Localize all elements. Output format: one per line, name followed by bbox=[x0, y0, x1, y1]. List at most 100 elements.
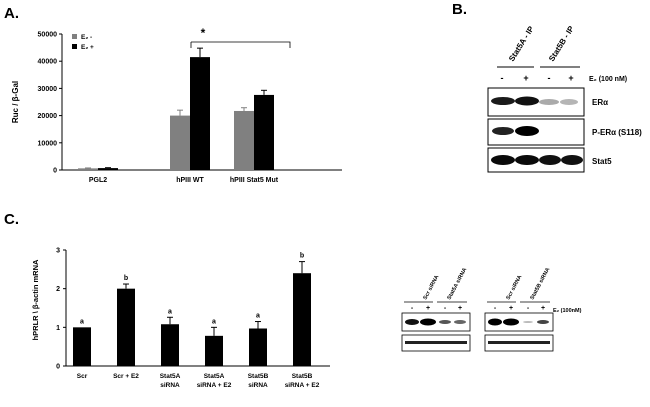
chart-a-ylabel: Ruc / β-Gal bbox=[11, 81, 20, 123]
chart-c-bars: a b a a a b bbox=[73, 253, 311, 366]
lane-sign: - bbox=[527, 305, 530, 312]
band bbox=[539, 99, 559, 105]
x-tick-label: siRNA bbox=[248, 382, 268, 389]
lane-sign: + bbox=[426, 305, 430, 312]
y-tick-label: 1 bbox=[56, 325, 60, 332]
x-tick-label: Stat5A bbox=[204, 373, 225, 380]
bar bbox=[234, 110, 254, 170]
band bbox=[439, 320, 451, 324]
blot-c-label: Scr siRNA bbox=[505, 274, 523, 301]
x-tick-label: siRNA + E2 bbox=[285, 382, 320, 389]
x-tick-label: Stat5A bbox=[160, 373, 181, 380]
band bbox=[420, 318, 436, 326]
lane-sign: - bbox=[411, 305, 414, 312]
significance-bracket bbox=[190, 41, 291, 48]
y-tick-label: 0 bbox=[56, 364, 60, 371]
chart-c-xlabels: Scr Scr + E2 Stat5A siRNA Stat5A siRNA + E2 St… bbox=[77, 373, 320, 389]
bar bbox=[249, 328, 267, 366]
legend-label-e2-minus: E₂ - bbox=[81, 34, 92, 41]
significance-star: * bbox=[201, 26, 206, 40]
blot-c: Scr siRNA Stat5A siRNA - + - + Scr siRNA… bbox=[401, 267, 582, 352]
legend-swatch-e2-plus bbox=[72, 44, 77, 49]
band bbox=[523, 321, 533, 323]
lane-sign: - bbox=[501, 73, 504, 83]
blot-c-label: Stat5B siRNA bbox=[529, 267, 551, 301]
row-label: ERα bbox=[592, 98, 608, 107]
band bbox=[539, 155, 561, 165]
band bbox=[454, 320, 466, 324]
chart-a: Ruc / β-Gal 0 10000 20000 30000 40000 50000 P… bbox=[11, 26, 342, 184]
lane-sign: + bbox=[458, 305, 462, 312]
x-tick-label: PGL2 bbox=[89, 177, 107, 184]
x-tick-label: Scr bbox=[77, 373, 88, 380]
chart-a-bars bbox=[78, 47, 274, 171]
band bbox=[491, 97, 515, 105]
significance-letter: a bbox=[256, 313, 260, 320]
bar bbox=[170, 115, 190, 170]
legend-swatch-e2-minus bbox=[72, 34, 77, 39]
x-tick-label: siRNA + E2 bbox=[197, 382, 232, 389]
lane-sign: - bbox=[444, 305, 447, 312]
y-tick-label: 10000 bbox=[38, 140, 58, 147]
lane-sign: - bbox=[494, 305, 497, 312]
band bbox=[405, 319, 419, 325]
band bbox=[503, 318, 519, 326]
significance-letter: b bbox=[124, 275, 128, 282]
band bbox=[515, 96, 539, 106]
lane-sign: - bbox=[548, 73, 551, 83]
band bbox=[515, 155, 539, 165]
band bbox=[560, 99, 578, 105]
y-tick-label: 2 bbox=[56, 286, 60, 293]
bar bbox=[73, 327, 91, 366]
y-tick-label: 50000 bbox=[38, 32, 58, 39]
row-label: Stat5 bbox=[592, 157, 612, 166]
significance-letter: a bbox=[168, 308, 172, 315]
bar bbox=[117, 288, 135, 366]
bar bbox=[190, 57, 210, 171]
blot-c-treatment: E₂ (100nM) bbox=[553, 308, 582, 314]
band bbox=[488, 341, 550, 344]
x-tick-label: Stat5B bbox=[292, 373, 313, 380]
bar bbox=[205, 335, 223, 366]
row-label: P-ERα (S118) bbox=[592, 128, 642, 137]
bar bbox=[98, 168, 118, 170]
y-tick-label: 30000 bbox=[38, 86, 58, 93]
ip-label-stat5a: Stat5A - IP bbox=[507, 24, 536, 63]
chart-c-yticks: 0 1 2 3 bbox=[56, 248, 66, 371]
band bbox=[492, 127, 514, 135]
lane-sign: + bbox=[541, 305, 545, 312]
chart-c-ylabel: hPRLR \ β-actin mRNA bbox=[31, 259, 40, 340]
panel-c-label: C. bbox=[4, 211, 19, 228]
band bbox=[561, 155, 583, 165]
band bbox=[515, 126, 539, 136]
x-tick-label: Stat5B bbox=[248, 373, 269, 380]
blot-b: Stat5A - IP Stat5B - IP - + - + E₂ (100 … bbox=[487, 24, 642, 173]
treatment-label: E₂ (100 nM) bbox=[589, 76, 627, 83]
y-tick-label: 3 bbox=[56, 248, 60, 255]
panel-b-label: B. bbox=[452, 1, 467, 18]
y-tick-label: 20000 bbox=[38, 113, 58, 120]
x-tick-label: siRNA bbox=[160, 382, 180, 389]
legend-label-e2-plus: E₂ + bbox=[81, 44, 94, 51]
lane-sign: + bbox=[523, 73, 528, 83]
y-tick-label: 0 bbox=[53, 168, 57, 175]
blot-c-label: Stat5A siRNA bbox=[446, 267, 468, 301]
lane-sign: + bbox=[509, 305, 513, 312]
chart-c: hPRLR \ β-actin mRNA 0 1 2 3 a b a a a b Scr Scr … bbox=[31, 248, 330, 389]
bar bbox=[161, 324, 179, 366]
y-tick-label: 40000 bbox=[38, 59, 58, 66]
bar bbox=[293, 273, 311, 366]
band bbox=[405, 341, 467, 344]
panel-a-label: A. bbox=[4, 5, 19, 22]
x-tick-label: hPIII Stat5 Mut bbox=[230, 177, 279, 184]
x-tick-label: hPIII WT bbox=[176, 177, 204, 184]
chart-a-xlabels: PGL2 hPIII WT hPIII Stat5 Mut bbox=[89, 177, 279, 184]
significance-letter: a bbox=[80, 318, 84, 325]
bar bbox=[254, 94, 274, 170]
bar bbox=[78, 168, 98, 170]
band bbox=[491, 155, 515, 165]
chart-a-yticks: 0 10000 20000 30000 40000 50000 bbox=[38, 32, 62, 175]
x-tick-label: Scr + E2 bbox=[113, 373, 139, 380]
ip-label-stat5b: Stat5B - IP bbox=[547, 24, 576, 63]
